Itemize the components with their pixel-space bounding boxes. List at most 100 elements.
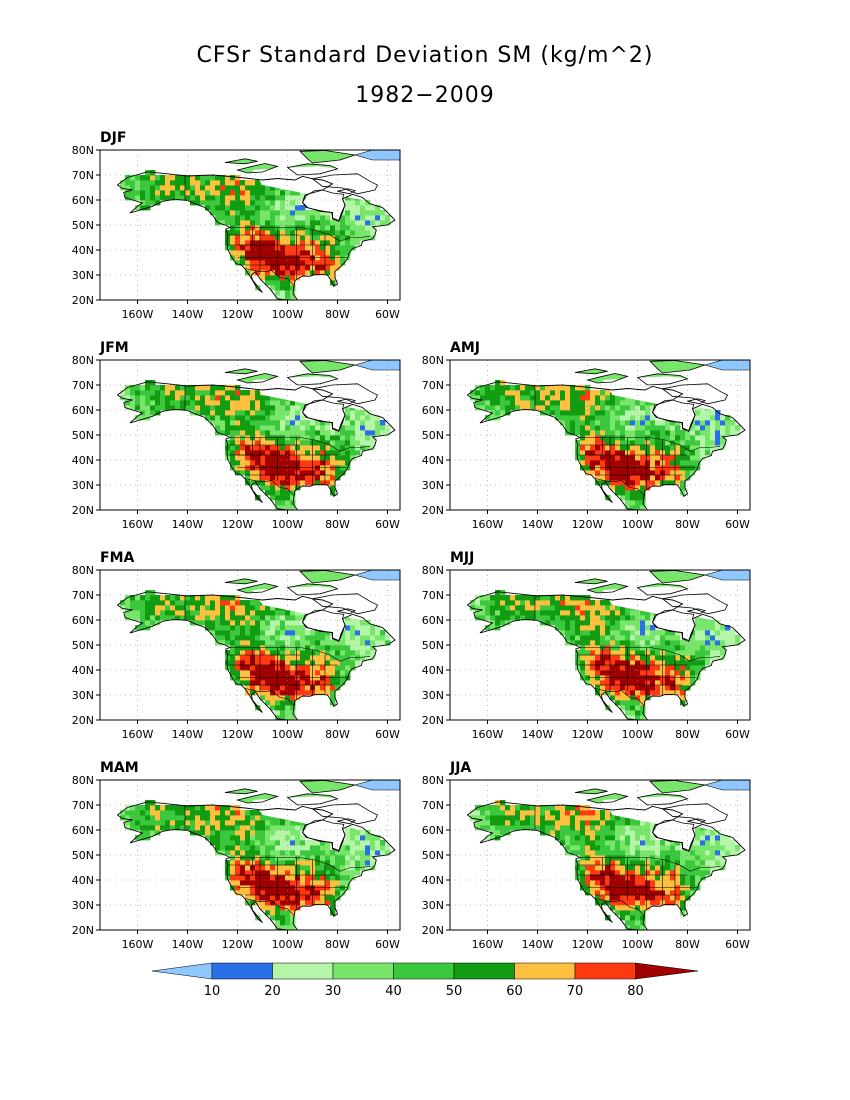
map-body: [100, 150, 400, 300]
graticule: [100, 780, 400, 930]
panel-label: DJF: [100, 130, 126, 146]
map-panel-fma: FMA 20N 30N 40N 50N 60N 70N 80N 160W 140W 120W 100W…: [72, 550, 401, 741]
map-panels: DJF 20N 30N 40N 50N 60N 70N 80N 160W 140W 120W 100W…: [72, 130, 751, 951]
lon-tick-label: 120W: [572, 518, 604, 531]
lon-tick-label: 80W: [325, 938, 350, 951]
lon-tick-label: 160W: [472, 518, 504, 531]
lon-tick-label: 60W: [725, 518, 750, 531]
lat-tick-label: 20N: [72, 924, 94, 937]
lon-tick-label: 100W: [622, 728, 654, 741]
lon-tick-label: 140W: [522, 938, 554, 951]
lon-tick-label: 140W: [172, 308, 204, 321]
lat-tick-label: 20N: [422, 924, 444, 937]
lon-tick-label: 160W: [122, 938, 154, 951]
lon-tick-label: 80W: [675, 728, 700, 741]
lon-tick-label: 80W: [325, 308, 350, 321]
panel-label: AMJ: [450, 340, 480, 356]
lat-tick-label: 60N: [72, 194, 94, 207]
lat-tick-label: 50N: [422, 429, 444, 442]
coastline: [466, 591, 746, 720]
panel-label: MAM: [100, 760, 139, 776]
colorbar-high-arrow: [635, 962, 699, 980]
colorbar-swatch: [211, 962, 273, 980]
lon-tick-label: 80W: [325, 518, 350, 531]
lon-tick-label: 80W: [325, 728, 350, 741]
political-boundaries: [534, 806, 721, 916]
lat-tick-label: 20N: [422, 714, 444, 727]
lon-tick-label: 60W: [375, 938, 400, 951]
lon-tick-label: 140W: [522, 518, 554, 531]
hudson-bay: [302, 609, 346, 642]
coastline: [116, 591, 396, 720]
colorbar-low-arrow: [151, 962, 213, 980]
lon-tick-label: 120W: [222, 518, 254, 531]
lat-tick-label: 30N: [72, 689, 94, 702]
lat-tick-label: 60N: [72, 824, 94, 837]
lon-tick-label: 80W: [675, 518, 700, 531]
colorbar-tick-label: 60: [506, 984, 523, 999]
colorbar-swatch: [453, 962, 515, 980]
map-body: [100, 360, 400, 510]
lat-tick-label: 60N: [422, 404, 444, 417]
lon-tick-label: 60W: [375, 518, 400, 531]
hudson-bay: [652, 609, 696, 642]
hudson-bay: [302, 189, 346, 222]
lat-tick-label: 40N: [72, 244, 94, 257]
map-panel-amj: AMJ 20N 30N 40N 50N 60N 70N 80N 160W 140W 120W 100W…: [422, 340, 751, 531]
greenland: [703, 360, 750, 371]
lat-tick-label: 80N: [72, 354, 94, 367]
lat-tick-label: 40N: [72, 874, 94, 887]
greenland: [353, 150, 400, 161]
colorbar-swatch: [393, 962, 455, 980]
lat-tick-label: 40N: [422, 874, 444, 887]
political-boundaries: [534, 386, 721, 496]
lat-tick-label: 70N: [422, 799, 444, 812]
coastline: [466, 801, 746, 930]
lat-tick-label: 50N: [72, 429, 94, 442]
colorbar-tick-label: 40: [385, 984, 402, 999]
colorbar-tick-label: 50: [446, 984, 463, 999]
lat-tick-label: 30N: [422, 899, 444, 912]
graticule: [100, 570, 400, 720]
lon-tick-label: 160W: [472, 938, 504, 951]
lat-tick-label: 40N: [422, 454, 444, 467]
lon-tick-label: 120W: [222, 938, 254, 951]
lat-tick-label: 80N: [422, 354, 444, 367]
map-panel-mjj: MJJ 20N 30N 40N 50N 60N 70N 80N 160W 140W 120W 100W…: [422, 550, 751, 741]
lat-tick-label: 30N: [72, 269, 94, 282]
lat-tick-label: 30N: [422, 689, 444, 702]
lon-tick-label: 80W: [675, 938, 700, 951]
figure-subtitle: 1982−2009: [355, 83, 494, 108]
colorbar-tick-label: 10: [204, 984, 221, 999]
lat-tick-label: 70N: [422, 589, 444, 602]
graticule: [450, 570, 750, 720]
lat-tick-label: 40N: [422, 664, 444, 677]
lon-tick-label: 120W: [222, 308, 254, 321]
lon-tick-label: 160W: [122, 518, 154, 531]
panel-label: FMA: [100, 550, 134, 566]
lat-tick-label: 30N: [72, 899, 94, 912]
figure-title: CFSr Standard Deviation SM (kg/m^2): [196, 43, 653, 68]
graticule: [450, 780, 750, 930]
lon-tick-label: 100W: [272, 518, 304, 531]
lon-tick-label: 100W: [272, 308, 304, 321]
lat-tick-label: 60N: [72, 404, 94, 417]
lat-tick-label: 30N: [422, 479, 444, 492]
panel-label: JFM: [99, 340, 129, 356]
colorbar-swatch: [574, 962, 636, 980]
graticule: [100, 360, 400, 510]
map-body: [450, 360, 750, 510]
lon-tick-label: 120W: [572, 728, 604, 741]
coastline: [466, 381, 746, 510]
lat-tick-label: 60N: [422, 614, 444, 627]
map-body: [100, 780, 400, 930]
lat-tick-label: 50N: [72, 219, 94, 232]
colorbar-swatch: [272, 962, 334, 980]
lat-tick-label: 40N: [72, 454, 94, 467]
lon-tick-label: 120W: [572, 938, 604, 951]
lat-tick-label: 40N: [72, 664, 94, 677]
lat-tick-label: 50N: [72, 849, 94, 862]
colorbar-tick-label: 20: [264, 984, 281, 999]
lat-tick-label: 80N: [72, 144, 94, 157]
map-body: [100, 570, 400, 720]
